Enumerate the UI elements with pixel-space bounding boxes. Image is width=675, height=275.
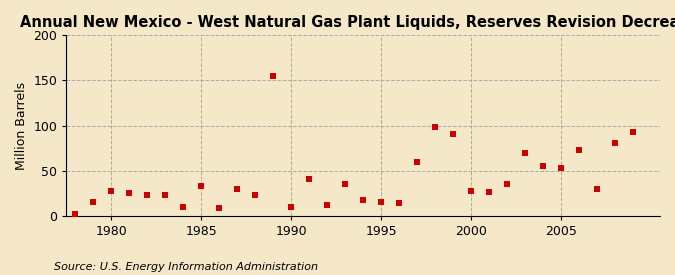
Y-axis label: Million Barrels: Million Barrels bbox=[15, 82, 28, 170]
Point bbox=[430, 124, 441, 129]
Point bbox=[88, 200, 99, 205]
Point bbox=[394, 201, 404, 205]
Point bbox=[214, 206, 225, 210]
Point bbox=[196, 184, 207, 188]
Point bbox=[556, 166, 566, 170]
Point bbox=[376, 200, 387, 205]
Point bbox=[484, 189, 495, 194]
Point bbox=[124, 191, 135, 196]
Point bbox=[160, 193, 171, 197]
Point bbox=[610, 141, 620, 145]
Point bbox=[502, 182, 512, 186]
Point bbox=[250, 193, 261, 197]
Point bbox=[358, 197, 369, 202]
Point bbox=[538, 164, 549, 169]
Point bbox=[232, 187, 243, 191]
Point bbox=[268, 74, 279, 78]
Point bbox=[412, 160, 423, 164]
Point bbox=[142, 193, 153, 197]
Text: Source: U.S. Energy Information Administration: Source: U.S. Energy Information Administ… bbox=[54, 262, 318, 272]
Point bbox=[70, 212, 81, 216]
Point bbox=[322, 203, 333, 207]
Point bbox=[178, 205, 189, 209]
Point bbox=[520, 150, 531, 155]
Point bbox=[106, 188, 117, 193]
Point bbox=[466, 188, 477, 193]
Point bbox=[628, 130, 639, 134]
Point bbox=[448, 131, 458, 136]
Point bbox=[286, 205, 297, 209]
Point bbox=[304, 177, 315, 181]
Point bbox=[340, 182, 350, 186]
Point bbox=[592, 187, 603, 191]
Title: Annual New Mexico - West Natural Gas Plant Liquids, Reserves Revision Decreases: Annual New Mexico - West Natural Gas Pla… bbox=[20, 15, 675, 30]
Point bbox=[574, 148, 585, 152]
